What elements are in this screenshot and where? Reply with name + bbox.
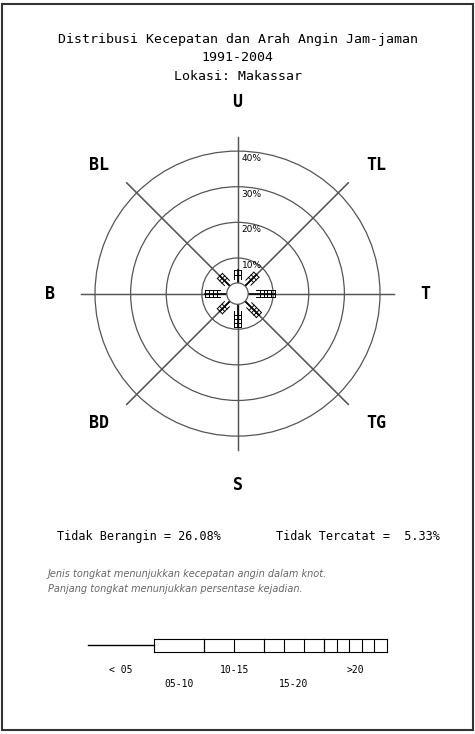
Text: Distribusi Kecepatan dan Arah Angin Jam-jaman: Distribusi Kecepatan dan Arah Angin Jam-… [57,33,418,46]
Text: U: U [232,93,243,111]
Text: 15-20: 15-20 [279,679,309,689]
Circle shape [227,283,248,305]
Text: Panjang tongkat menunjukkan persentase kejadian.: Panjang tongkat menunjukkan persentase k… [48,584,302,594]
Text: 20%: 20% [242,225,262,234]
Text: 05-10: 05-10 [165,679,194,689]
Text: Tidak Tercatat =  5.33%: Tidak Tercatat = 5.33% [276,530,439,543]
Text: Jenis tongkat menunjukkan kecepatan angin dalam knot.: Jenis tongkat menunjukkan kecepatan angi… [48,569,327,579]
Text: BD: BD [88,413,108,432]
Text: >20: >20 [347,665,364,675]
Text: Tidak Berangin = 26.08%: Tidak Berangin = 26.08% [57,530,221,543]
Text: BL: BL [88,156,108,174]
Text: 1991-2004: 1991-2004 [201,51,274,65]
Text: Lokasi: Makassar: Lokasi: Makassar [173,70,302,83]
Text: 30%: 30% [242,189,262,199]
Text: 40%: 40% [242,154,262,163]
Text: TG: TG [367,413,387,432]
Text: < 05: < 05 [109,665,133,675]
Text: 10-15: 10-15 [219,665,249,675]
Text: 10%: 10% [242,261,262,270]
Text: T: T [420,285,430,302]
Text: B: B [45,285,55,302]
Text: TL: TL [367,156,387,174]
Text: S: S [232,476,243,494]
